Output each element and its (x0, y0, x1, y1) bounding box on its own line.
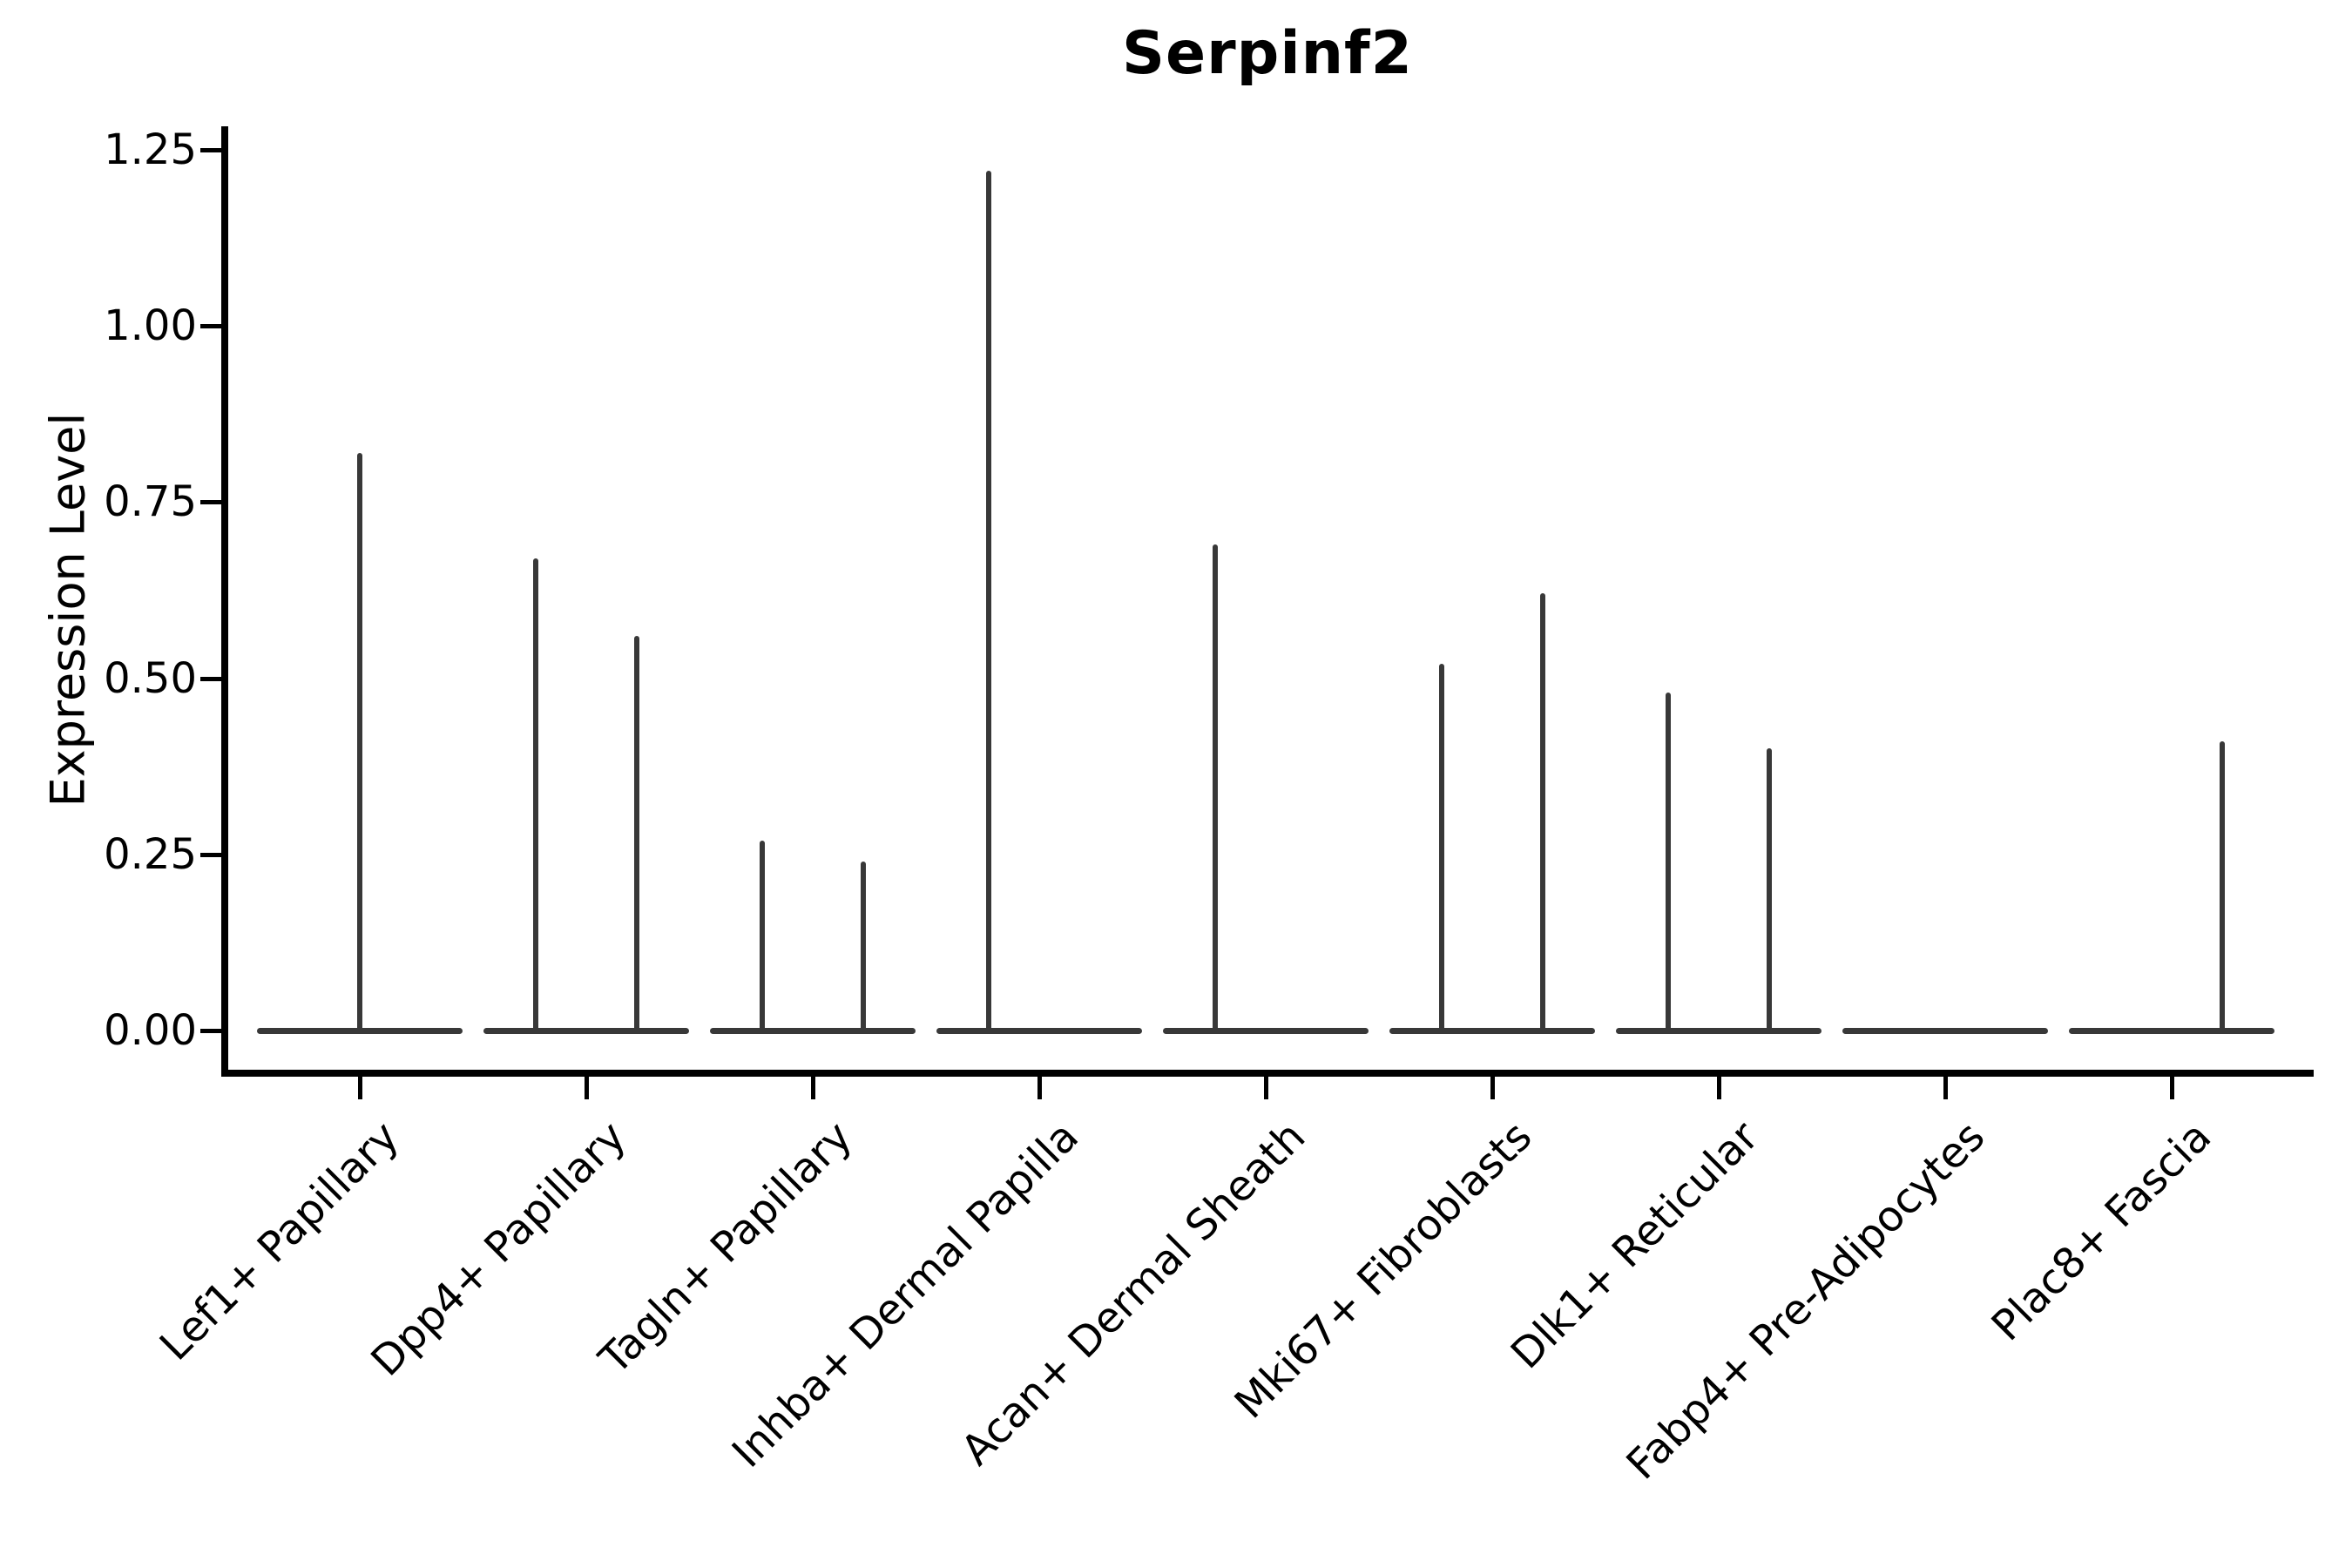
violin-zero-line (1616, 1028, 1821, 1034)
violin-spike (1540, 593, 1545, 1031)
violin-spike (533, 558, 538, 1031)
violin-spike (861, 862, 866, 1031)
violin-zero-line (1842, 1028, 2048, 1034)
x-axis-spine (221, 1070, 2314, 1077)
plot-title: Serpinf2 (1122, 19, 1413, 88)
violin-zero-line (257, 1028, 463, 1034)
x-tick-mark (1490, 1077, 1495, 1099)
violin-spike (1666, 693, 1671, 1031)
x-tick-mark (1943, 1077, 1948, 1099)
x-tick-label-1: Lef1+ Papillary (151, 1112, 409, 1370)
violin-zero-line (710, 1028, 916, 1034)
violin-spike (357, 453, 362, 1031)
violin-spike (1213, 544, 1218, 1031)
violin-zero-line (1163, 1028, 1369, 1034)
violin-spike (2220, 741, 2225, 1031)
y-tick-mark (200, 500, 221, 505)
violin-zero-line (1389, 1028, 1595, 1034)
y-axis-spine (221, 126, 228, 1077)
y-tick-mark (200, 1029, 221, 1033)
x-tick-label-8: Fabp4+ Pre-Adipocytes (1617, 1112, 1995, 1490)
y-tick-label: 0.25 (104, 829, 197, 879)
y-tick-mark (200, 852, 221, 857)
violin-spike (986, 171, 991, 1031)
y-tick-label: 0.50 (104, 653, 197, 703)
x-tick-mark (2170, 1077, 2174, 1099)
x-tick-mark (585, 1077, 589, 1099)
violin-spike (1439, 664, 1444, 1031)
violin-spike (1767, 748, 1772, 1031)
y-tick-label: 0.00 (104, 1006, 197, 1055)
x-tick-mark (811, 1077, 815, 1099)
x-tick-label-7: Dlk1+ Reticular (1501, 1112, 1768, 1379)
x-tick-label-9: Plac8+ Fascia (1982, 1112, 2221, 1351)
x-tick-mark (1264, 1077, 1268, 1099)
violin-zero-line (483, 1028, 689, 1034)
y-tick-mark (200, 676, 221, 681)
violin-zero-line (2069, 1028, 2274, 1034)
y-axis-label: Expression Level (40, 412, 96, 808)
x-tick-mark (1717, 1077, 1721, 1099)
x-tick-mark (1037, 1077, 1042, 1099)
violin-zero-line (936, 1028, 1142, 1034)
x-tick-mark (358, 1077, 362, 1099)
y-tick-label: 1.00 (104, 301, 197, 350)
y-tick-mark (200, 324, 221, 328)
y-tick-label: 1.25 (104, 125, 197, 174)
y-tick-mark (200, 147, 221, 152)
y-tick-label: 0.75 (104, 477, 197, 527)
violin-spike (634, 636, 639, 1031)
violin-spike (760, 841, 765, 1031)
